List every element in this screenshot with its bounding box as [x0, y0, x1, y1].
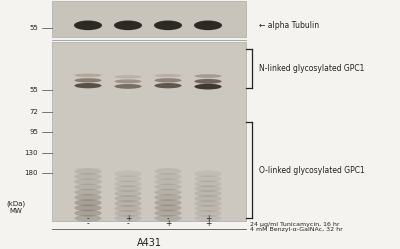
- Text: N-linked glycosylated GPC1: N-linked glycosylated GPC1: [259, 64, 364, 73]
- Ellipse shape: [194, 84, 222, 90]
- Ellipse shape: [114, 79, 142, 83]
- Ellipse shape: [114, 190, 142, 197]
- Text: +: +: [205, 214, 211, 223]
- Text: ← alpha Tubulin: ← alpha Tubulin: [259, 21, 319, 30]
- Ellipse shape: [154, 173, 182, 180]
- Ellipse shape: [74, 20, 102, 30]
- Ellipse shape: [154, 184, 182, 190]
- Ellipse shape: [154, 215, 182, 222]
- Ellipse shape: [154, 178, 182, 185]
- Ellipse shape: [154, 210, 182, 217]
- Ellipse shape: [194, 205, 222, 212]
- Ellipse shape: [194, 20, 222, 30]
- Text: 72: 72: [29, 109, 38, 115]
- Text: 180: 180: [24, 170, 38, 176]
- Ellipse shape: [154, 74, 182, 77]
- Ellipse shape: [154, 189, 182, 196]
- Text: +: +: [205, 219, 211, 228]
- Ellipse shape: [74, 210, 102, 217]
- Ellipse shape: [194, 190, 222, 197]
- Ellipse shape: [194, 200, 222, 207]
- Ellipse shape: [74, 189, 102, 196]
- Ellipse shape: [194, 170, 222, 177]
- Text: 95: 95: [29, 128, 38, 134]
- Ellipse shape: [114, 180, 142, 187]
- Text: -: -: [167, 214, 169, 223]
- Text: -: -: [87, 219, 89, 228]
- Ellipse shape: [74, 184, 102, 190]
- Ellipse shape: [194, 210, 222, 217]
- Ellipse shape: [74, 78, 102, 82]
- Ellipse shape: [154, 78, 182, 82]
- Ellipse shape: [194, 74, 222, 78]
- Ellipse shape: [154, 20, 182, 30]
- Ellipse shape: [194, 180, 222, 187]
- Ellipse shape: [114, 185, 142, 192]
- Text: (kDa): (kDa): [6, 201, 26, 207]
- Text: MW: MW: [10, 208, 22, 214]
- Bar: [52, 42, 246, 221]
- Ellipse shape: [74, 199, 102, 206]
- Ellipse shape: [114, 175, 142, 182]
- Ellipse shape: [114, 215, 142, 222]
- Ellipse shape: [74, 168, 102, 175]
- Ellipse shape: [194, 215, 222, 222]
- Text: +: +: [125, 214, 131, 223]
- Text: +: +: [165, 219, 171, 228]
- Ellipse shape: [74, 173, 102, 180]
- Text: O-linked glycosylated GPC1: O-linked glycosylated GPC1: [259, 166, 365, 175]
- Ellipse shape: [74, 194, 102, 201]
- Ellipse shape: [154, 168, 182, 175]
- Ellipse shape: [114, 205, 142, 212]
- Ellipse shape: [154, 204, 182, 211]
- Text: 4 mM Benzyl-α-GalNAc, 32 hr: 4 mM Benzyl-α-GalNAc, 32 hr: [250, 227, 343, 232]
- Ellipse shape: [154, 199, 182, 206]
- Text: -: -: [127, 219, 129, 228]
- Text: -: -: [87, 214, 89, 223]
- Text: 24 µg/ml Tunicamycin, 16 hr: 24 µg/ml Tunicamycin, 16 hr: [250, 222, 340, 227]
- Ellipse shape: [114, 200, 142, 207]
- Ellipse shape: [114, 20, 142, 30]
- Ellipse shape: [154, 83, 182, 88]
- Ellipse shape: [114, 195, 142, 202]
- Text: 55: 55: [29, 87, 38, 93]
- Bar: [52, 1, 246, 37]
- Ellipse shape: [114, 75, 142, 78]
- Ellipse shape: [114, 84, 142, 89]
- Ellipse shape: [154, 194, 182, 201]
- Ellipse shape: [74, 74, 102, 77]
- Ellipse shape: [74, 215, 102, 222]
- Ellipse shape: [194, 195, 222, 202]
- Text: 55: 55: [29, 25, 38, 31]
- Ellipse shape: [74, 83, 102, 88]
- Ellipse shape: [74, 204, 102, 211]
- Ellipse shape: [114, 210, 142, 217]
- Ellipse shape: [194, 175, 222, 182]
- Ellipse shape: [194, 185, 222, 192]
- Text: A431: A431: [136, 238, 162, 249]
- Ellipse shape: [194, 79, 222, 84]
- Ellipse shape: [114, 170, 142, 177]
- Ellipse shape: [74, 178, 102, 185]
- Text: 130: 130: [24, 150, 38, 156]
